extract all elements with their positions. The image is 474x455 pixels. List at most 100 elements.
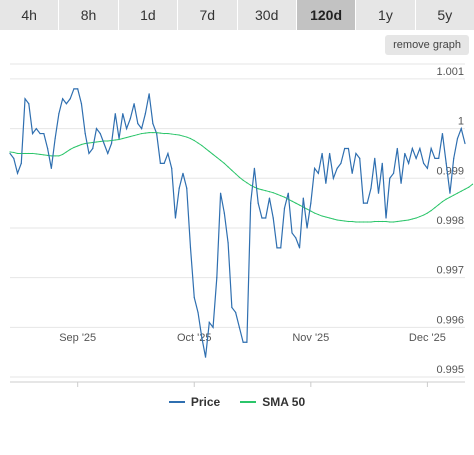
price-point (235, 311, 237, 314)
price-point (359, 157, 361, 160)
price-point (73, 88, 75, 90)
sma-50-point (69, 148, 71, 151)
price-point (347, 147, 350, 150)
sma-50-point (43, 154, 45, 156)
price-point (407, 162, 410, 164)
price-point (302, 197, 304, 199)
sma-50-line (9, 132, 473, 223)
price-point (246, 341, 248, 343)
price-point (65, 103, 68, 105)
sma-50-point (103, 140, 105, 142)
sma-50-point (404, 219, 406, 222)
price-point (370, 187, 372, 189)
remove-graph-button[interactable]: remove graph (385, 35, 469, 55)
price-point (137, 123, 139, 125)
legend-sma-50-label: SMA 50 (262, 395, 306, 409)
sma-50-point (332, 218, 334, 220)
price-point (351, 172, 353, 174)
sma-50-point (95, 141, 98, 143)
price-point (325, 182, 327, 184)
sma-50-point (88, 142, 90, 144)
price-point (88, 152, 90, 155)
price-point (456, 137, 459, 140)
price-point (411, 147, 413, 150)
price-point (54, 137, 56, 140)
legend-price[interactable]: Price (168, 395, 220, 409)
sma-50-point (415, 217, 417, 219)
sma-50-point (92, 141, 94, 144)
sma-50-point (396, 220, 398, 223)
sma-50-point (280, 195, 282, 197)
tab-1d[interactable]: 1d (118, 0, 179, 30)
sma-50-point (377, 220, 380, 223)
price-point (92, 147, 94, 150)
price-point (80, 103, 83, 105)
tab-7d[interactable]: 7d (178, 0, 238, 30)
price-point (310, 202, 312, 204)
sma-50-point (148, 131, 150, 134)
tab-4h[interactable]: 4h (0, 0, 60, 30)
sma-50-point (144, 132, 146, 134)
sma-50-point (201, 144, 203, 147)
price-point (171, 167, 173, 169)
price-point (212, 326, 214, 328)
price-point (317, 172, 319, 174)
sma-50-point (156, 131, 158, 134)
price-point (84, 132, 86, 135)
sma-50-point (385, 220, 387, 223)
price-point (31, 132, 34, 135)
price-point (43, 132, 45, 135)
sma-50-point (366, 221, 368, 223)
price-point (24, 98, 26, 100)
price-point (332, 177, 334, 179)
sma-50-point (193, 139, 195, 142)
sma-50-point (31, 152, 34, 155)
legend-sma-50[interactable]: SMA 50 (240, 395, 305, 409)
sma-50-point (167, 132, 169, 135)
legend-sma-50-swatch (240, 401, 257, 403)
price-point (219, 192, 222, 194)
price-point (355, 152, 357, 155)
sma-50-point (133, 134, 135, 137)
price-point (362, 202, 365, 204)
price-point (336, 167, 338, 169)
sma-50-point (219, 159, 222, 161)
sma-50-point (114, 139, 116, 141)
legend-price-swatch (168, 401, 185, 403)
tab-120d[interactable]: 120d (296, 0, 357, 30)
price-point (107, 152, 109, 155)
price-point (163, 162, 165, 164)
price-point (58, 113, 60, 115)
price-point (231, 306, 233, 309)
sma-50-point (77, 145, 79, 147)
price-point (321, 152, 323, 155)
price-point (306, 227, 308, 229)
sma-50-point (302, 206, 304, 208)
price-point (95, 127, 98, 130)
sma-50-point (129, 135, 131, 138)
price-point (197, 311, 199, 314)
price-point (208, 321, 210, 323)
sma-50-point (65, 151, 68, 153)
tab-30d[interactable]: 30d (237, 0, 297, 30)
sma-50-point (58, 155, 60, 157)
sma-50-point (208, 150, 210, 153)
sma-50-point (242, 179, 244, 181)
sma-50-point (204, 147, 207, 150)
price-point (223, 212, 225, 214)
price-points (9, 88, 466, 358)
price-point (464, 142, 466, 145)
tab-1y[interactable]: 1y (356, 0, 416, 30)
price-point (265, 217, 267, 219)
tab-5y[interactable]: 5y (415, 0, 474, 30)
price-point (295, 237, 297, 239)
price-point (340, 162, 342, 164)
price-point (434, 157, 436, 160)
tab-8h[interactable]: 8h (59, 0, 119, 30)
sma-50-point (13, 151, 15, 154)
sma-50-point (351, 220, 353, 223)
price-point (20, 162, 22, 164)
price-point (250, 202, 252, 204)
sma-50-point (329, 217, 331, 219)
sma-50-point (174, 133, 177, 136)
